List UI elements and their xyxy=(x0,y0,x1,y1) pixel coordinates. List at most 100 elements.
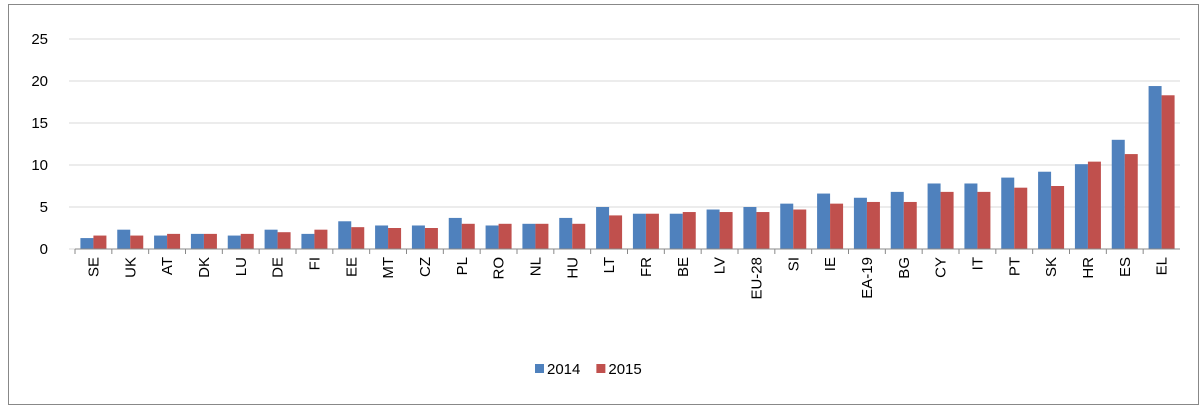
x-tick-label: RO xyxy=(491,257,508,280)
bar xyxy=(93,235,107,249)
bar xyxy=(338,221,352,249)
bar xyxy=(927,183,941,249)
bar xyxy=(1014,187,1028,249)
y-tick-label: 0 xyxy=(40,241,48,258)
chart-border xyxy=(8,4,1199,405)
bar xyxy=(203,233,217,249)
bar xyxy=(522,223,536,249)
x-tick-label: PT xyxy=(1006,257,1023,276)
x-tick-label: FI xyxy=(306,257,323,270)
bar xyxy=(866,201,880,249)
x-tick-label: LU xyxy=(233,257,250,276)
bar xyxy=(424,228,438,249)
bar xyxy=(167,233,181,249)
x-tick-label: SE xyxy=(85,257,102,277)
legend-swatch xyxy=(596,364,606,373)
x-tick-label: ES xyxy=(1117,257,1134,277)
bar xyxy=(498,223,512,249)
bar xyxy=(632,213,646,249)
x-tick-label: BG xyxy=(896,257,913,279)
bar xyxy=(756,212,770,249)
legend-swatch xyxy=(535,364,544,373)
bar xyxy=(388,228,402,249)
bar xyxy=(277,232,291,249)
bar xyxy=(793,209,807,249)
bar xyxy=(1111,139,1125,249)
y-tick-label: 20 xyxy=(31,73,48,90)
bar xyxy=(1161,95,1175,249)
x-tick-label: EA-19 xyxy=(859,257,876,299)
bar xyxy=(485,225,499,249)
bar xyxy=(817,193,831,249)
x-tick-label: IT xyxy=(969,257,986,270)
bar xyxy=(1087,161,1101,249)
x-tick-label: SI xyxy=(785,257,802,271)
bar xyxy=(535,223,549,249)
bar xyxy=(669,213,683,249)
x-tick-label: PL xyxy=(454,257,471,275)
bar xyxy=(940,191,954,249)
bar xyxy=(964,183,978,249)
x-tick-label: EL xyxy=(1154,257,1171,275)
bar xyxy=(130,235,144,249)
bar xyxy=(264,229,278,249)
bar xyxy=(853,197,867,249)
bar xyxy=(572,223,586,249)
bar xyxy=(719,212,733,249)
bar xyxy=(706,209,720,249)
y-tick-label: 25 xyxy=(31,31,48,48)
x-tick-label: EU-28 xyxy=(748,257,765,300)
bar xyxy=(80,238,94,249)
bar xyxy=(609,215,623,249)
bar xyxy=(301,233,315,249)
x-tick-label: HU xyxy=(564,257,581,279)
x-tick-label: HR xyxy=(1080,257,1097,279)
x-tick-label: CY xyxy=(933,257,950,278)
bar xyxy=(461,223,475,249)
legend-label: 2015 xyxy=(608,361,641,378)
bar xyxy=(596,207,610,249)
bar xyxy=(903,201,917,249)
bar xyxy=(830,203,844,249)
bar xyxy=(559,217,573,249)
bar xyxy=(1051,186,1065,249)
y-tick-label: 10 xyxy=(31,157,48,174)
bar xyxy=(448,217,462,249)
x-tick-label: EE xyxy=(343,257,360,277)
bar xyxy=(890,191,904,249)
x-tick-label: AT xyxy=(159,257,176,275)
bar xyxy=(375,225,389,249)
x-tick-label: MT xyxy=(380,257,397,279)
x-tick-label: SK xyxy=(1043,257,1060,277)
bar xyxy=(1124,154,1138,249)
bar xyxy=(117,229,131,249)
bar xyxy=(1074,164,1088,249)
bar xyxy=(227,235,241,249)
bar xyxy=(154,235,168,249)
bar xyxy=(314,229,328,249)
bar xyxy=(351,227,365,249)
bar xyxy=(977,191,991,249)
bar xyxy=(743,207,757,249)
x-tick-label: DE xyxy=(270,257,287,278)
bar xyxy=(645,213,659,249)
x-tick-label: LV xyxy=(712,257,729,274)
bar xyxy=(190,233,204,249)
x-tick-label: LT xyxy=(601,257,618,273)
x-tick-label: IE xyxy=(822,257,839,271)
bar xyxy=(411,225,425,249)
bar xyxy=(780,203,794,249)
y-tick-label: 5 xyxy=(40,199,48,216)
bar xyxy=(1148,86,1162,249)
bar xyxy=(1038,171,1052,249)
legend-label: 2014 xyxy=(547,361,580,378)
x-tick-label: DK xyxy=(196,257,213,278)
bar xyxy=(240,233,254,249)
x-tick-label: FR xyxy=(638,257,655,277)
x-tick-label: BE xyxy=(675,257,692,277)
bar xyxy=(682,212,696,249)
x-tick-label: NL xyxy=(527,257,544,276)
x-tick-label: CZ xyxy=(417,257,434,277)
x-tick-label: UK xyxy=(122,257,139,278)
